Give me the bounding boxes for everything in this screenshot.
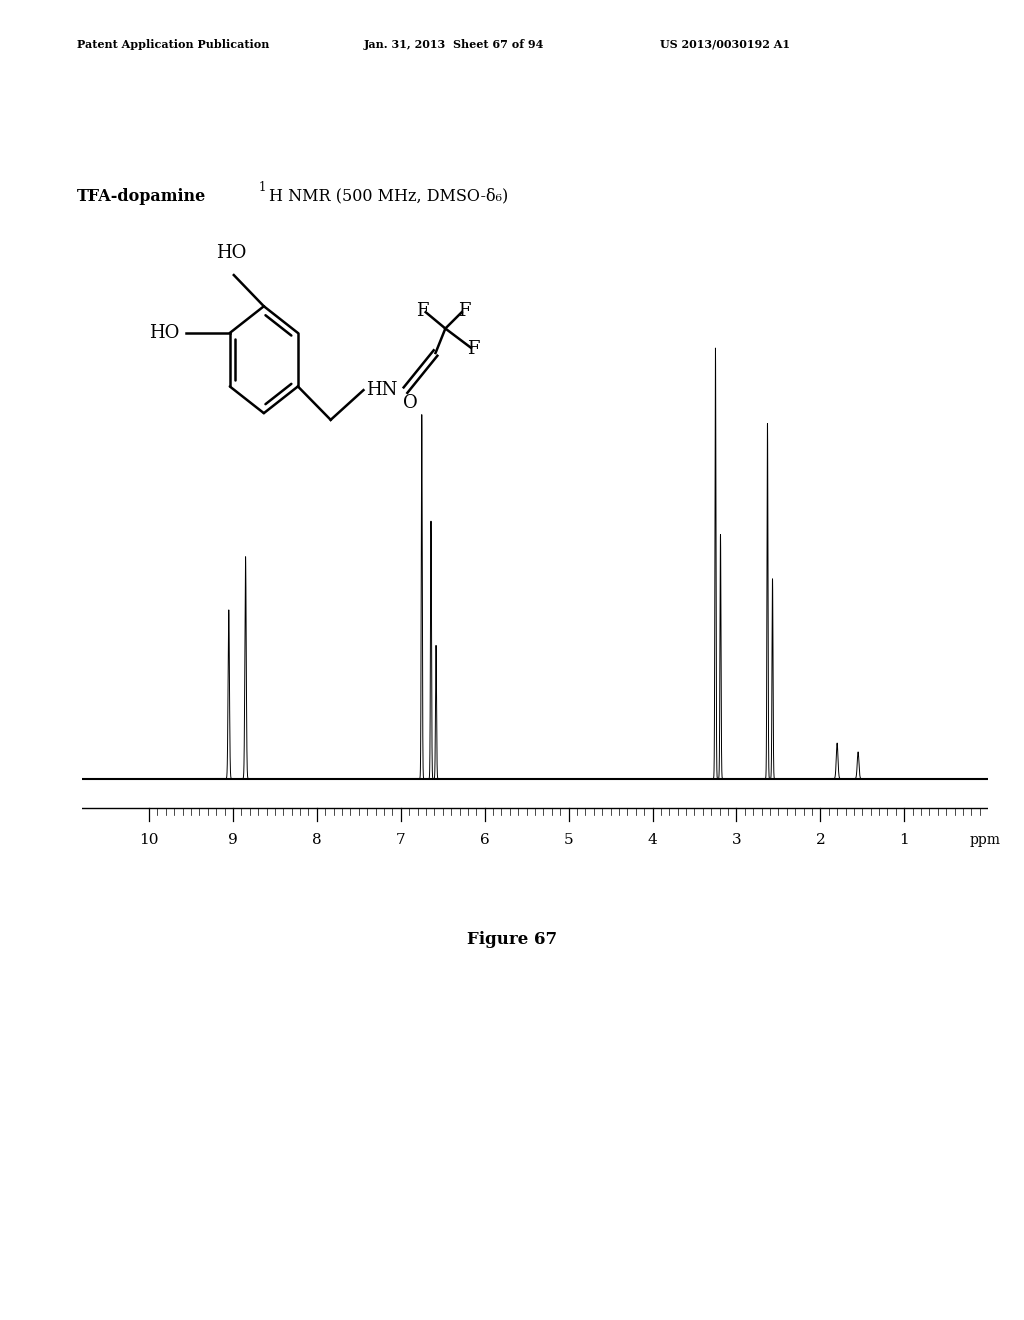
Text: HO: HO (216, 244, 246, 261)
Text: F: F (416, 302, 428, 319)
Text: HO: HO (150, 323, 179, 342)
Text: 1: 1 (899, 833, 909, 847)
Text: 7: 7 (396, 833, 406, 847)
Text: 8: 8 (312, 833, 322, 847)
Text: O: O (403, 393, 418, 412)
Text: 5: 5 (564, 833, 573, 847)
Text: 6: 6 (480, 833, 489, 847)
Text: TFA-dopamine: TFA-dopamine (77, 187, 206, 205)
Text: 4: 4 (647, 833, 657, 847)
Text: F: F (468, 341, 480, 358)
Text: H NMR (500 MHz, DMSO-δ₆): H NMR (500 MHz, DMSO-δ₆) (269, 187, 509, 205)
Text: Patent Application Publication: Patent Application Publication (77, 38, 269, 50)
Text: F: F (458, 302, 470, 319)
Text: US 2013/0030192 A1: US 2013/0030192 A1 (660, 38, 791, 50)
Text: Figure 67: Figure 67 (467, 931, 557, 948)
Text: 9: 9 (228, 833, 238, 847)
Text: 10: 10 (139, 833, 159, 847)
Text: ppm: ppm (970, 833, 1000, 847)
Text: 2: 2 (815, 833, 825, 847)
Text: 1: 1 (259, 181, 266, 194)
Text: 3: 3 (731, 833, 741, 847)
Text: HN: HN (367, 381, 397, 399)
Text: Jan. 31, 2013  Sheet 67 of 94: Jan. 31, 2013 Sheet 67 of 94 (364, 38, 544, 50)
